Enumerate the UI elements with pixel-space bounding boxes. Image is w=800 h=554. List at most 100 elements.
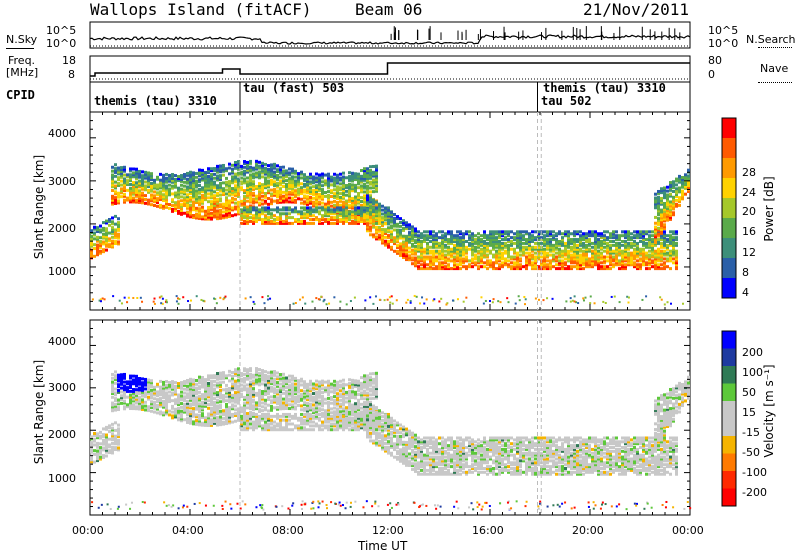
velocity-cell xyxy=(414,462,417,466)
power-cell xyxy=(456,259,459,263)
velocity-cell xyxy=(375,409,378,413)
velocity-cell xyxy=(267,390,270,394)
power-cell xyxy=(336,191,339,195)
velocity-cell xyxy=(261,376,264,380)
velocity-cell xyxy=(285,428,288,432)
power-cell xyxy=(285,179,288,183)
velocity-cell xyxy=(243,367,246,371)
velocity-cell xyxy=(342,397,345,401)
velocity-cell xyxy=(462,457,465,461)
power-cell xyxy=(357,206,360,210)
velocity-cell xyxy=(300,398,303,402)
power-cell xyxy=(417,267,420,271)
velocity-cell xyxy=(117,383,120,387)
power-cell xyxy=(360,219,363,223)
velocity-cell xyxy=(207,422,210,426)
power-cell xyxy=(165,188,168,192)
velocity-cell xyxy=(327,412,330,416)
velocity-cell xyxy=(351,422,354,426)
power-cell xyxy=(180,176,183,180)
velocity-cell xyxy=(261,395,264,399)
power-cell xyxy=(411,242,414,246)
velocity-cell xyxy=(423,457,426,461)
power-cell xyxy=(312,189,315,193)
power-cell xyxy=(255,214,258,218)
power-cell xyxy=(369,194,372,198)
velocity-cell xyxy=(453,449,456,453)
power-cell xyxy=(237,202,240,206)
power-cell xyxy=(432,261,435,265)
power-cell xyxy=(372,217,375,221)
power-cell xyxy=(147,171,150,175)
velocity-cell xyxy=(129,382,132,386)
velocity-cell xyxy=(216,393,219,397)
power-cell xyxy=(393,213,396,217)
velocity-cell xyxy=(261,428,264,432)
power-cell xyxy=(165,172,168,176)
velocity-cell xyxy=(324,420,327,424)
power-cell xyxy=(90,240,93,244)
power-cell xyxy=(141,181,144,185)
power-cell xyxy=(213,205,216,209)
power-cell xyxy=(384,214,387,218)
power-cell xyxy=(408,238,411,242)
power-cell xyxy=(363,176,366,180)
power-cell xyxy=(105,235,108,239)
power-cell xyxy=(189,182,192,186)
freq-tick-top: 18 xyxy=(62,54,76,67)
power-cell xyxy=(204,217,207,221)
power-cell xyxy=(225,180,228,184)
power-cell xyxy=(192,214,195,218)
velocity-cell xyxy=(357,402,360,406)
velocity-cell xyxy=(450,442,453,446)
velocity-ytick-4000: 4000 xyxy=(48,335,76,348)
velocity-cell xyxy=(306,422,309,426)
velocity-cell xyxy=(132,393,135,397)
freq-panel-frame xyxy=(89,55,691,83)
power-cell xyxy=(405,254,408,258)
velocity-cell xyxy=(267,380,270,384)
power-cell xyxy=(402,244,405,248)
velocity-cell xyxy=(387,424,390,428)
power-cell xyxy=(342,183,345,187)
power-cell xyxy=(312,218,315,222)
velocity-cell xyxy=(441,470,444,474)
power-cell xyxy=(261,163,264,167)
velocity-cell xyxy=(174,392,177,396)
velocity-cell xyxy=(270,378,273,382)
power-cell xyxy=(327,219,330,223)
power-cell xyxy=(117,223,120,227)
velocity-cell xyxy=(207,414,210,418)
velocity-cell xyxy=(309,420,312,424)
velocity-cell xyxy=(216,383,219,387)
velocity-ytick-3000: 3000 xyxy=(48,381,76,394)
velocity-cell xyxy=(258,394,261,398)
power-cell xyxy=(138,198,141,202)
velocity-cell xyxy=(315,392,318,396)
velocity-cell xyxy=(156,392,159,396)
power-cell xyxy=(402,226,405,230)
power-cell xyxy=(150,174,153,178)
power-cell xyxy=(327,182,330,186)
velocity-cell xyxy=(276,398,279,402)
velocity-cell xyxy=(189,421,192,425)
velocity-cell xyxy=(432,451,435,455)
velocity-cell xyxy=(372,405,375,409)
power-cell xyxy=(255,159,258,163)
velocity-cell xyxy=(264,428,267,432)
velocity-cell xyxy=(414,458,417,462)
power-cell xyxy=(471,239,474,243)
power-cell xyxy=(255,173,258,177)
power-cell xyxy=(444,267,447,271)
velocity-cell xyxy=(168,396,171,400)
power-cell xyxy=(453,247,456,251)
power-cell xyxy=(456,236,459,240)
power-cell xyxy=(366,219,369,223)
power-cell xyxy=(456,257,459,261)
power-cell xyxy=(387,228,390,232)
power-cell xyxy=(297,210,300,214)
power-cell xyxy=(348,175,351,179)
power-cell xyxy=(429,259,432,263)
power-cell xyxy=(213,167,216,171)
power-cell xyxy=(165,198,168,202)
